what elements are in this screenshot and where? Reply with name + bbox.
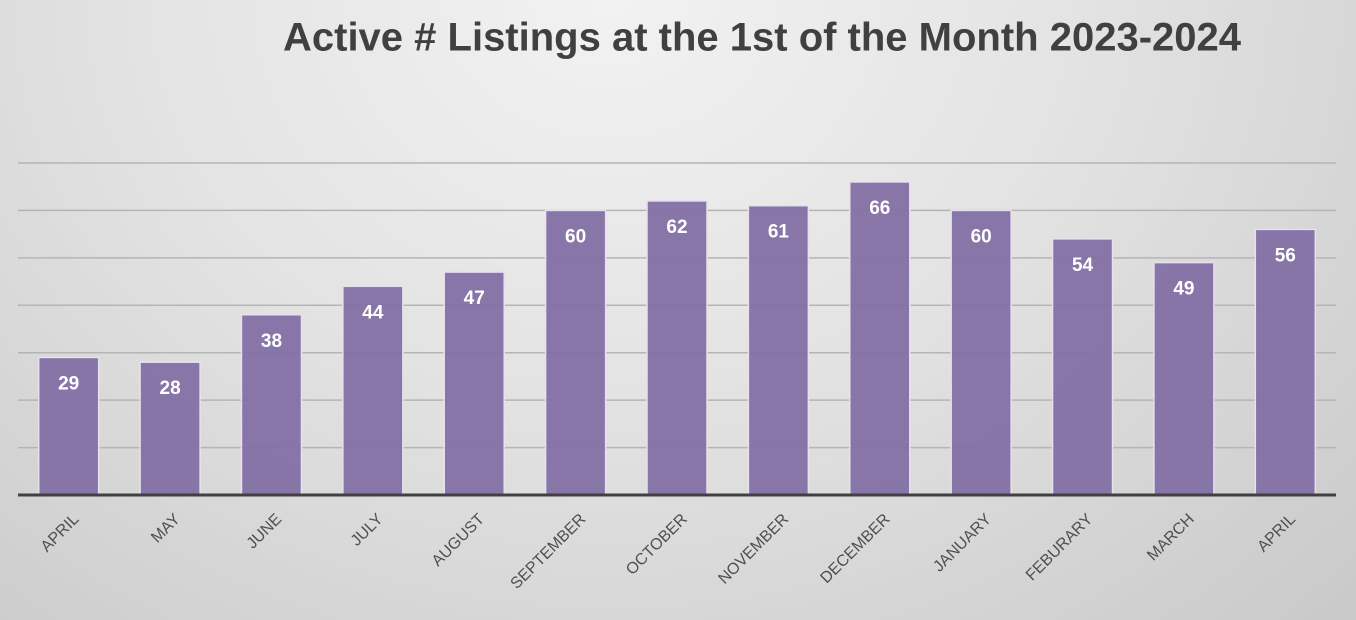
- value-label: 60: [565, 226, 586, 247]
- x-tick-label: JULY: [348, 511, 387, 550]
- value-label: 49: [1173, 279, 1194, 300]
- x-tick-label: SEPTEMBER: [508, 511, 590, 593]
- x-tick-label: DECEMBER: [817, 511, 893, 587]
- x-tick-label: JUNE: [244, 511, 286, 553]
- bar: [747, 204, 810, 496]
- bar: [950, 209, 1012, 496]
- x-tick-label: AUGUST: [429, 511, 488, 570]
- value-label: 61: [768, 222, 790, 243]
- x-tick-label: APRIL: [38, 511, 83, 556]
- x-tick-label: OCTOBER: [623, 511, 691, 579]
- value-label: 44: [362, 302, 384, 323]
- bar: [240, 314, 303, 496]
- x-tick-label: MARCH: [1144, 511, 1198, 565]
- bar: [646, 200, 708, 496]
- x-tick-label: FEBURARY: [1023, 511, 1097, 585]
- value-label: 54: [1072, 255, 1094, 276]
- value-label: 28: [160, 378, 181, 399]
- value-label: 29: [58, 373, 79, 394]
- bar: [443, 271, 505, 496]
- bar: [1051, 238, 1114, 496]
- x-tick-label: NOVEMBER: [715, 511, 792, 588]
- value-label: 66: [869, 198, 890, 219]
- value-label: 62: [666, 217, 687, 238]
- value-label: 38: [261, 331, 282, 352]
- bar: [1153, 261, 1215, 496]
- value-label: 60: [971, 226, 992, 247]
- x-tick-label: JANUARY: [930, 511, 995, 576]
- chart-title: Active # Listings at the 1st of the Mont…: [283, 16, 1242, 60]
- bar: [1254, 228, 1317, 496]
- value-label: 47: [464, 288, 485, 309]
- x-tick-label: MAY: [148, 511, 184, 547]
- bar: [37, 356, 100, 496]
- bar: [849, 181, 911, 496]
- bar: [544, 209, 607, 496]
- bar: [342, 285, 404, 496]
- x-tick-label: APRIL: [1254, 511, 1299, 556]
- value-label: 56: [1275, 245, 1296, 266]
